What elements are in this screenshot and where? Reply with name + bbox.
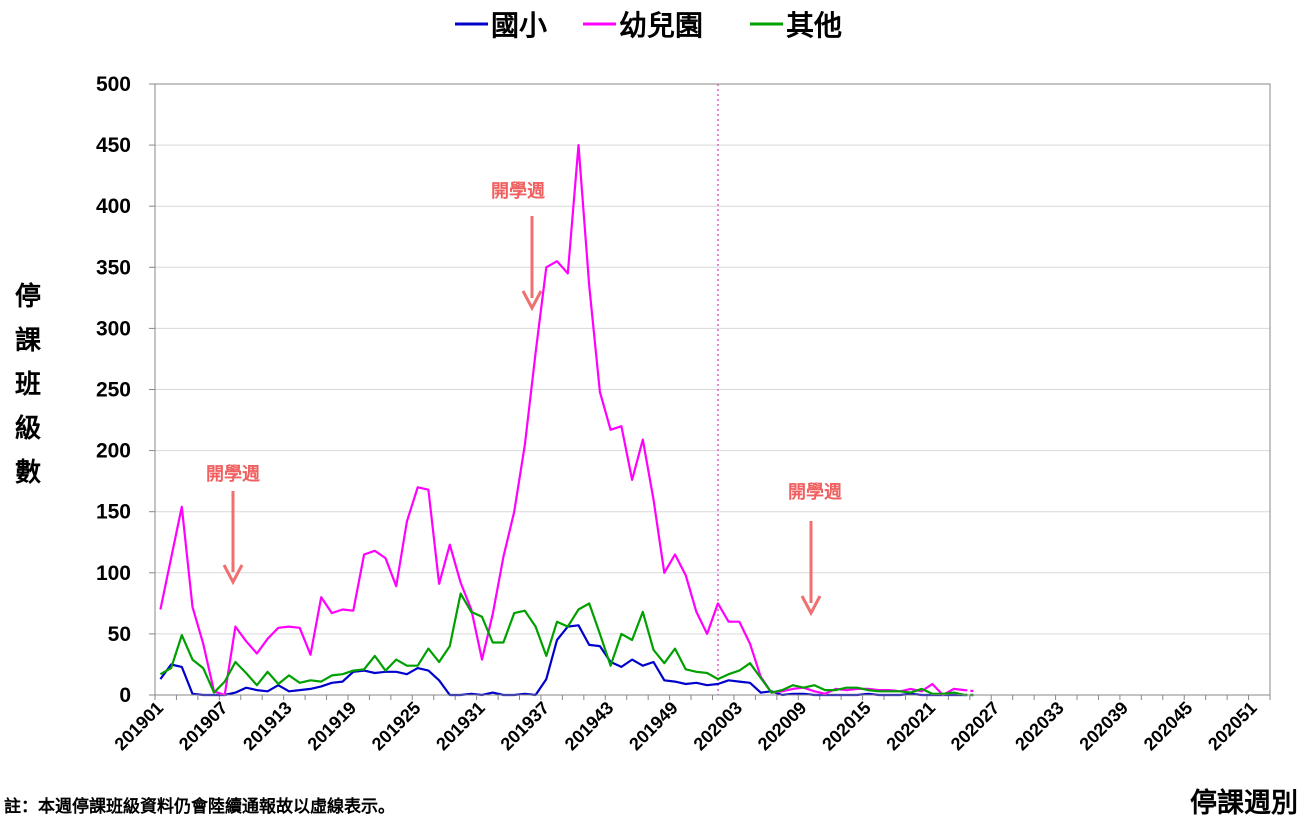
y-tick-label: 400 [96,195,131,218]
x-tick-label: 202045 [1140,698,1197,755]
annotation-2: 開學週 [491,181,545,312]
series-line-1 [159,624,965,697]
x-tick-label: 201949 [625,698,682,755]
x-tick-label: 201931 [432,698,489,755]
y-tick-label: 150 [96,501,131,524]
x-tick-label: 201907 [175,698,232,755]
series-line-2 [159,144,965,697]
x-tick-label: 201943 [561,698,618,755]
y-tick-label: 350 [96,256,131,279]
y-tick-label: 100 [96,562,131,585]
annotation-3: 開學週 [788,482,842,617]
series-line-dashed-2 [964,689,976,693]
x-tick-label: 201937 [497,698,554,755]
x-axis-ticks: 201901 201907 201913 201919 201925 201931 2019… [111,695,1271,755]
x-axis-label: 停課週別 [1190,787,1298,818]
x-tick-label: 201925 [368,698,425,755]
x-tick-label: 202009 [754,698,811,755]
annotation-label: 開學週 [491,181,545,202]
y-tick-label: 50 [108,623,131,646]
annotation-label: 開學週 [206,464,260,485]
series-lines [159,144,976,697]
arrow-down-icon [800,595,822,617]
annotation-label: 開學週 [788,482,842,503]
y-axis-ticks: 0 50 100 150 200 250 300 350 400 450 500 [96,73,155,707]
arrow-down-icon [521,290,543,312]
grid [155,83,1270,635]
y-axis-label: 停課班級數 [15,281,42,488]
y-tick-label: 200 [96,440,131,463]
x-tick-label: 202051 [1204,698,1261,755]
arrow-down-icon [222,564,244,586]
y-tick-label: 500 [96,73,131,96]
legend-label-1: 國小 [491,9,547,42]
x-tick-label: 202027 [947,698,1004,755]
legend-label-3: 其他 [786,9,842,42]
annotation-1: 開學週 [206,464,260,586]
footnote: 註：本週停課班級資料仍會陸續通報故以虛線表示。 [4,796,395,817]
series-line-3 [159,592,965,697]
y-tick-label: 250 [96,379,131,402]
x-tick-label: 202033 [1011,698,1068,755]
x-tick-label: 202039 [1075,698,1132,755]
y-tick-label: 450 [96,134,131,157]
plot-frame [154,83,1271,696]
x-tick-label: 202015 [818,698,875,755]
legend: 國小 幼兒園 其他 [455,9,842,42]
legend-label-2: 幼兒園 [619,9,703,42]
x-tick-label: 202021 [882,698,939,755]
x-tick-label: 201919 [304,698,361,755]
y-tick-label: 0 [119,684,131,707]
x-tick-label: 201913 [239,698,296,755]
x-tick-label: 202003 [690,698,747,755]
y-tick-label: 300 [96,317,131,340]
